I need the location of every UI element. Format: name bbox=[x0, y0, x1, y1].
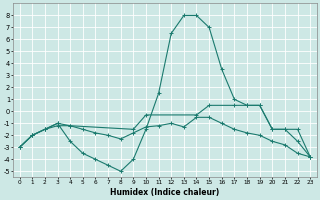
X-axis label: Humidex (Indice chaleur): Humidex (Indice chaleur) bbox=[110, 188, 220, 197]
